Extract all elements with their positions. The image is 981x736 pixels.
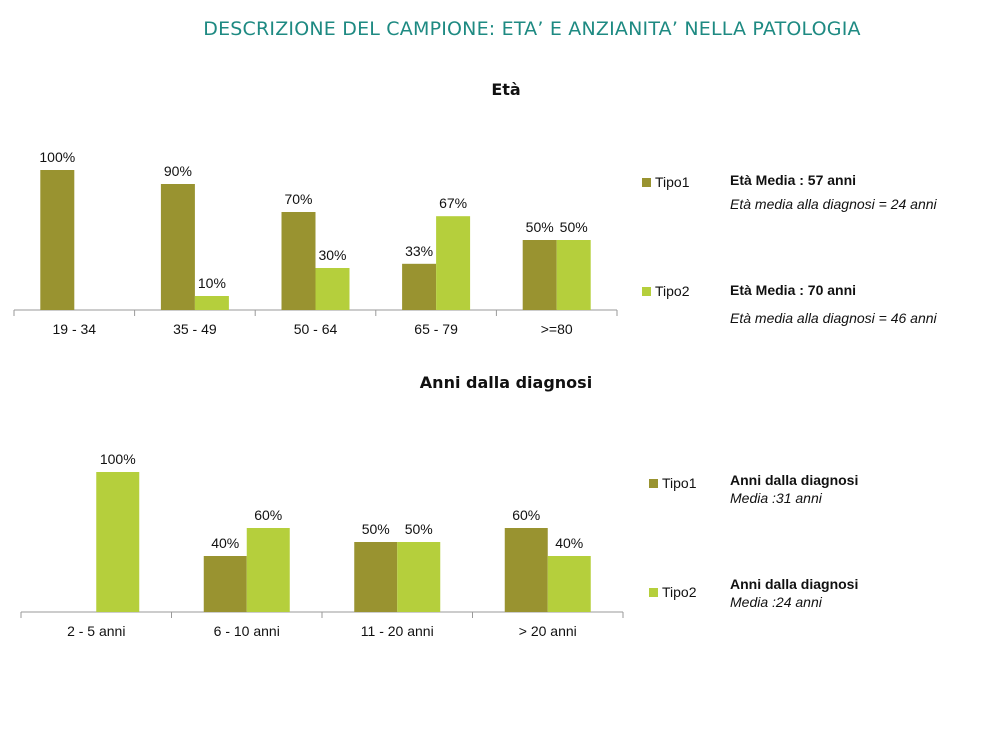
data-label: 100% <box>39 149 75 165</box>
bar-tipo1 <box>354 542 398 612</box>
legend-swatch-tipo2 <box>649 588 658 597</box>
diagnosis-years-chart: Anni dalla diagnosi 2 - 5 anni 100% 6 - 10 … <box>20 373 697 639</box>
x-tick-label: > 20 anni <box>519 623 577 639</box>
legend-label-tipo1: Tipo1 <box>655 174 690 190</box>
page-title: DESCRIZIONE DEL CAMPIONE: ETA’ E ANZIANI… <box>203 18 861 40</box>
diag-tipo2-heading: Anni dalla diagnosi <box>730 576 859 592</box>
data-label: 10% <box>198 275 226 291</box>
bar-tipo2 <box>547 556 591 612</box>
age-tipo1-mean: Età Media : 57 anni <box>730 172 857 188</box>
bar-tipo2 <box>397 542 441 612</box>
bar-tipo1 <box>522 240 557 310</box>
data-label: 50% <box>560 219 588 235</box>
legend-label-tipo2: Tipo2 <box>655 283 690 299</box>
age-tipo2-note: Età Media : 70 anni Età media alla diagn… <box>730 280 937 328</box>
x-tick-label: 65 - 79 <box>414 321 458 337</box>
x-tick-label: >=80 <box>541 321 573 337</box>
legend-swatch-tipo1 <box>642 178 651 187</box>
legend-swatch-tipo1 <box>649 479 658 488</box>
chart-title: Anni dalla diagnosi <box>420 373 592 392</box>
data-label: 100% <box>100 451 136 467</box>
bar-tipo2 <box>194 296 229 310</box>
x-tick-label: 50 - 64 <box>294 321 338 337</box>
bar-tipo2 <box>96 472 140 612</box>
data-label: 33% <box>405 243 433 259</box>
x-tick-label: 6 - 10 anni <box>214 623 280 639</box>
data-label: 60% <box>254 507 282 523</box>
data-label: 40% <box>555 535 583 551</box>
data-label: 50% <box>405 521 433 537</box>
bar-tipo1 <box>504 528 548 612</box>
bar-tipo2 <box>436 216 471 310</box>
age-tipo2-mean: Età Media : 70 anni <box>730 282 857 298</box>
data-label: 30% <box>318 247 346 263</box>
age-tipo1-diagnosis-mean: Età media alla diagnosi = 24 anni <box>730 196 937 212</box>
data-label: 40% <box>211 535 239 551</box>
bar-tipo1 <box>402 263 437 310</box>
age-tipo1-note: Età Media : 57 anni Età media alla diagn… <box>730 170 937 214</box>
bar-tipo2 <box>315 268 350 310</box>
bar-tipo1 <box>281 212 316 310</box>
chart-title: Età <box>491 80 520 99</box>
data-label: 60% <box>512 507 540 523</box>
bar-tipo1 <box>203 556 247 612</box>
legend-label-tipo2: Tipo2 <box>662 584 697 600</box>
x-tick-label: 11 - 20 anni <box>361 623 434 639</box>
diag-tipo1-note: Anni dalla diagnosi Media :31 anni <box>730 470 858 508</box>
age-chart: Età 19 - 34 100% 35 - 49 90% 10% 50 - 64 70% 30%… <box>13 80 690 337</box>
diag-tipo1-heading: Anni dalla diagnosi <box>730 472 859 488</box>
diag-tipo1-mean: Media :31 anni <box>730 490 822 506</box>
x-tick-label: 2 - 5 anni <box>67 623 125 639</box>
diag-tipo2-note: Anni dalla diagnosi Media :24 anni <box>730 574 858 612</box>
x-tick-label: 19 - 34 <box>53 321 97 337</box>
legend-swatch-tipo2 <box>642 287 651 296</box>
age-tipo2-diagnosis-mean: Età media alla diagnosi = 46 anni <box>730 310 937 326</box>
x-tick-label: 35 - 49 <box>173 321 217 337</box>
data-label: 50% <box>362 521 390 537</box>
data-label: 70% <box>284 191 312 207</box>
bar-tipo2 <box>246 528 290 612</box>
legend-label-tipo1: Tipo1 <box>662 475 697 491</box>
data-label: 90% <box>164 163 192 179</box>
data-label: 67% <box>439 195 467 211</box>
bar-tipo1 <box>160 184 195 310</box>
diag-tipo2-mean: Media :24 anni <box>730 594 822 610</box>
bar-tipo1 <box>40 170 75 310</box>
data-label: 50% <box>526 219 554 235</box>
bar-tipo2 <box>556 240 591 310</box>
